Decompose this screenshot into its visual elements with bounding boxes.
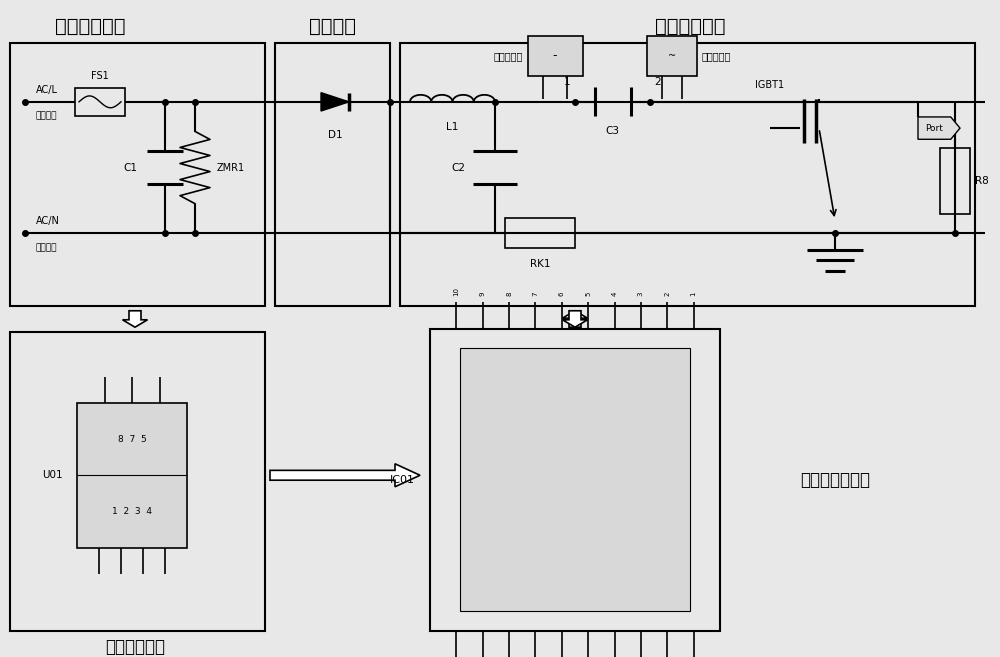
Text: 3: 3 [638,291,644,296]
Polygon shape [270,464,420,487]
Text: 5: 5 [585,291,591,296]
Bar [10,332,265,631]
Text: 7: 7 [532,291,538,296]
Text: 1  2  3  4: 1 2 3 4 [112,507,152,516]
Text: 整流部分: 整流部分 [310,17,356,35]
Text: AC/N: AC/N [36,216,60,227]
Text: IGBT1: IGBT1 [755,80,784,91]
Text: 1: 1 [691,291,697,296]
Text: IC01: IC01 [390,474,415,485]
Polygon shape [321,93,349,111]
Text: 8: 8 [506,291,512,296]
Text: 2: 2 [664,291,670,296]
Text: 电磁加热部分: 电磁加热部分 [655,17,725,35]
Bar [430,328,720,631]
Text: 1: 1 [564,77,570,87]
Bar [400,43,975,306]
Text: AC/L: AC/L [36,85,58,95]
Text: 微电脑控制部分: 微电脑控制部分 [800,470,870,489]
Bar [75,88,125,116]
Text: C1: C1 [123,162,137,173]
Text: -: - [553,49,557,62]
Polygon shape [562,311,587,327]
Text: L1: L1 [446,122,459,132]
Text: 市电输入部分: 市电输入部分 [55,17,125,35]
Text: 10: 10 [453,286,459,296]
Text: R8: R8 [975,175,989,186]
Text: 接加热线圈: 接加热线圈 [702,51,731,61]
Text: D1: D1 [328,129,342,140]
Text: 市电输入: 市电输入 [36,243,58,252]
Bar [77,403,187,547]
Bar [275,43,390,306]
Bar [460,348,690,611]
Text: U01: U01 [42,470,62,480]
Polygon shape [123,311,148,327]
Text: 2: 2 [655,77,661,87]
Polygon shape [918,117,960,139]
Bar [528,36,583,76]
Text: 8  7  5: 8 7 5 [118,435,147,443]
Text: RK1: RK1 [530,260,550,269]
Text: 电源供应部分: 电源供应部分 [105,638,165,656]
Bar [940,148,970,214]
Bar [505,218,575,248]
Text: C3: C3 [606,126,620,137]
Polygon shape [562,311,587,327]
Text: ~: ~ [668,51,676,61]
Text: ZMR1: ZMR1 [217,162,245,173]
Text: 接加热线圈: 接加热线圈 [493,51,523,61]
Bar [10,43,265,306]
Text: 市电输入: 市电输入 [36,112,58,121]
Text: 9: 9 [480,291,486,296]
Text: FS1: FS1 [91,71,109,81]
Text: Port: Port [925,124,943,133]
Text: C2: C2 [451,162,465,173]
Bar [647,36,697,76]
Text: 4: 4 [612,291,618,296]
Text: 6: 6 [559,291,565,296]
